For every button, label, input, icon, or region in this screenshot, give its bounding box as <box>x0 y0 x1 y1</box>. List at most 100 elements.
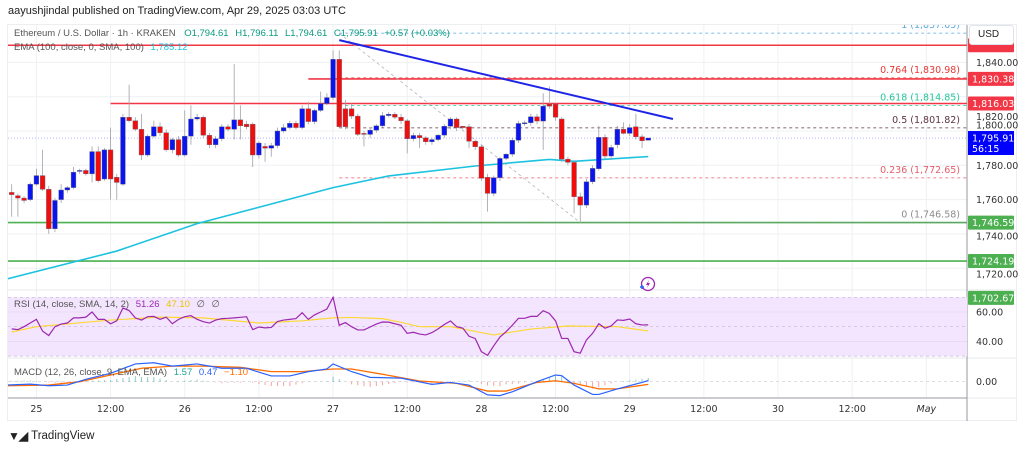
ema-legend[interactable]: EMA (100, close, 0, SMA, 100) 1,785.12 <box>14 42 192 53</box>
candle-body <box>546 103 552 107</box>
candle-body <box>342 108 349 127</box>
candle <box>528 113 534 126</box>
chart-frame <box>7 24 1017 421</box>
candle-body <box>250 123 256 156</box>
candle-body <box>256 142 262 156</box>
ohlc-close: C1,795.91 <box>333 28 378 39</box>
candle-body <box>151 126 157 137</box>
macd-value: 0.47 <box>198 367 218 378</box>
candle-body <box>633 126 639 138</box>
time-tick-label: 29 <box>624 404 636 415</box>
candle <box>565 156 571 166</box>
candle <box>9 184 15 217</box>
candle <box>120 113 126 186</box>
candle-body <box>95 151 101 181</box>
candle <box>89 146 95 183</box>
time-axis[interactable]: 25 12:00 26 12:00 27 12:00 28 12:00 29 12:00 30 12:… <box>30 404 936 415</box>
time-tick-label: May <box>917 404 937 415</box>
candle-body <box>472 141 478 147</box>
time-tick-label: 25 <box>30 404 42 415</box>
candle-body <box>157 126 163 133</box>
candle-body <box>89 151 95 175</box>
brand-name: TradingView <box>31 430 95 442</box>
price-level-label: 1,724.19 <box>972 257 1014 268</box>
candle <box>633 113 639 140</box>
candle-body <box>145 135 151 156</box>
bar-countdown: 56:15 <box>972 144 999 155</box>
candle-body <box>361 133 367 135</box>
rsi-line <box>11 295 649 357</box>
candle <box>460 125 466 130</box>
candle-body <box>206 135 213 145</box>
candle-body <box>577 196 583 206</box>
candle <box>243 120 250 130</box>
time-tick-label: 26 <box>179 404 191 415</box>
candle <box>311 108 318 125</box>
price-axis[interactable]: 1,840.00 1,820.001,800.00 1,780.00 1,760.00… <box>968 38 1018 388</box>
price-tick-label: 1,800.00 <box>976 121 1018 132</box>
candle <box>107 127 114 200</box>
price-level-badge <box>968 215 1014 230</box>
price-level-badge <box>968 96 1014 111</box>
candle <box>379 112 386 128</box>
candle-body <box>15 195 21 199</box>
candle-body <box>404 120 410 139</box>
candle-body <box>318 103 324 111</box>
candle <box>293 120 299 130</box>
candle-body <box>614 129 620 145</box>
currency-button[interactable]: USD <box>969 25 1014 45</box>
candle-body <box>454 118 460 128</box>
candle-body <box>52 200 58 229</box>
candle <box>256 141 262 159</box>
candle <box>336 50 342 128</box>
candle <box>627 124 633 137</box>
candle <box>639 134 645 149</box>
ema-label: EMA (100, close, 0, SMA, 100) <box>14 42 144 53</box>
candle <box>583 179 590 209</box>
candle <box>608 144 614 161</box>
rsi-pane <box>8 295 967 357</box>
rsi-value: 51.26 <box>135 299 160 310</box>
fib-level-label: 0.764 (1,830.98) <box>880 65 960 76</box>
candle <box>33 168 40 186</box>
candle <box>40 149 46 192</box>
candle-body <box>602 137 608 157</box>
candle <box>138 113 145 161</box>
candle <box>423 136 429 145</box>
time-tick-label: 30 <box>772 404 784 415</box>
candle <box>64 185 70 193</box>
rsi-label: RSI (14, close, SMA, 14, 2) <box>14 299 130 310</box>
price-tick-label: 1,740.00 <box>976 231 1018 242</box>
candle-body <box>231 119 237 130</box>
candle-body <box>163 132 169 151</box>
candle-body <box>583 181 590 206</box>
rsi-legend[interactable]: RSI (14, close, SMA, 14, 2) 51.26 47.10 … <box>14 299 224 310</box>
candle-body <box>639 136 645 141</box>
candle-body <box>101 149 108 180</box>
candle-body <box>64 187 70 191</box>
rsi-tick-label: 40.00 <box>976 337 1003 348</box>
candle-body <box>169 139 175 151</box>
time-tick-label: 12:00 <box>542 404 569 415</box>
candle-body <box>40 175 46 190</box>
candle-body <box>287 123 293 128</box>
candle-body <box>497 158 503 178</box>
macd-signal-line <box>8 365 649 392</box>
candle <box>349 103 355 119</box>
candle <box>497 156 503 181</box>
time-tick-label: 28 <box>475 404 487 415</box>
macd-legend[interactable]: MACD (12, 26, close, 9, EMA, EMA) 1.57 0… <box>14 367 252 378</box>
candle <box>281 124 287 133</box>
candle-body <box>392 113 398 118</box>
candle-body <box>268 145 274 149</box>
price-level-label: 1,816.03 <box>972 99 1014 110</box>
candle-body <box>281 127 287 132</box>
candle <box>188 105 194 145</box>
candle-body <box>447 118 454 127</box>
candle <box>342 100 349 130</box>
candle <box>151 120 157 138</box>
footer-brand[interactable]: ▼◢ TradingView <box>8 429 94 443</box>
lightning-icon[interactable] <box>640 276 656 292</box>
candle <box>534 113 540 125</box>
